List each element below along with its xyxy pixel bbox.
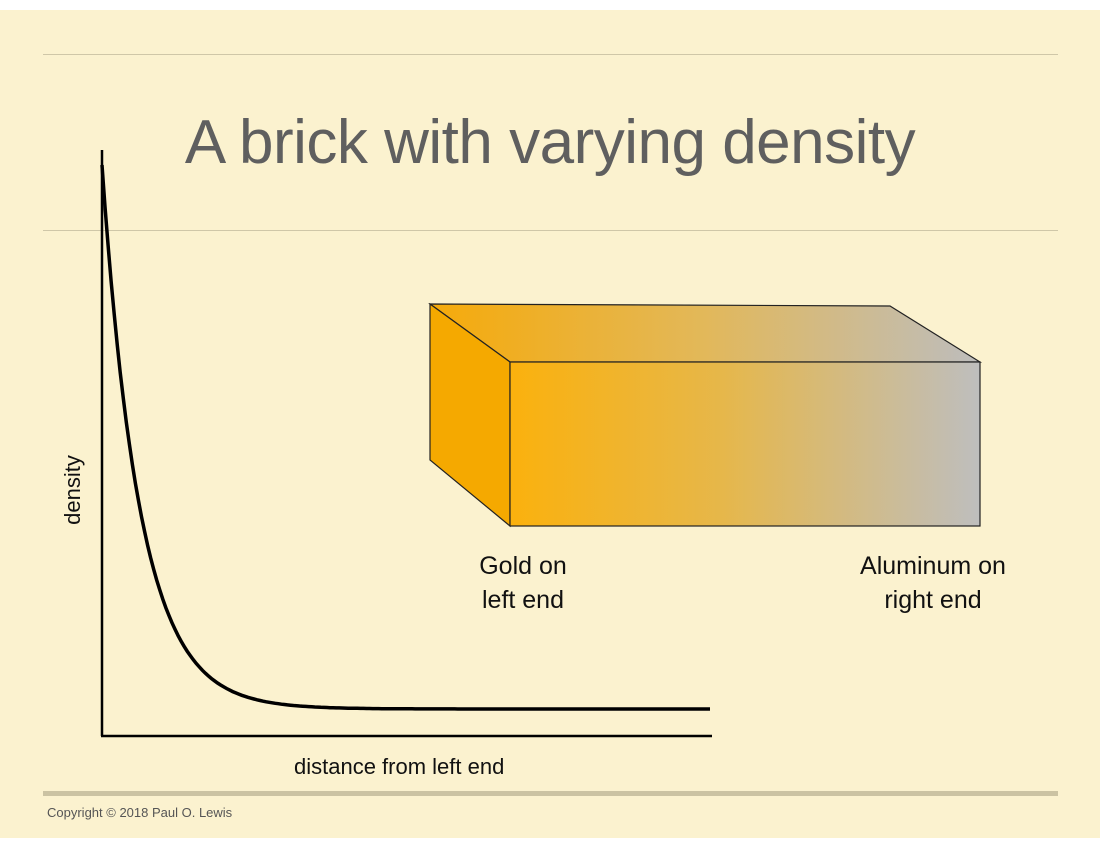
aluminum-label: Aluminum on right end [838,549,1028,617]
gold-label-line-1: Gold on [479,552,567,580]
title-rule [43,230,1058,231]
footer-rule [43,791,1058,796]
copyright: Copyright © 2018 Paul O. Lewis [47,805,233,820]
y-axis-label: density [60,455,85,525]
aluminum-label-line-2: right end [884,586,982,614]
diagram [100,150,983,738]
slide: A brick with varying density density dis… [0,10,1100,838]
gold-label: Gold on left end [452,549,594,617]
top-rule [43,54,1058,55]
aluminum-label-line-1: Aluminum on [860,552,1006,580]
density-curve [100,164,710,711]
brick-top-face [428,303,983,363]
gold-label-line-2: left end [481,586,564,614]
brick-front-face [509,361,981,527]
slide-title: A brick with varying density [184,108,916,177]
x-axis-label: distance from left end [294,754,505,779]
